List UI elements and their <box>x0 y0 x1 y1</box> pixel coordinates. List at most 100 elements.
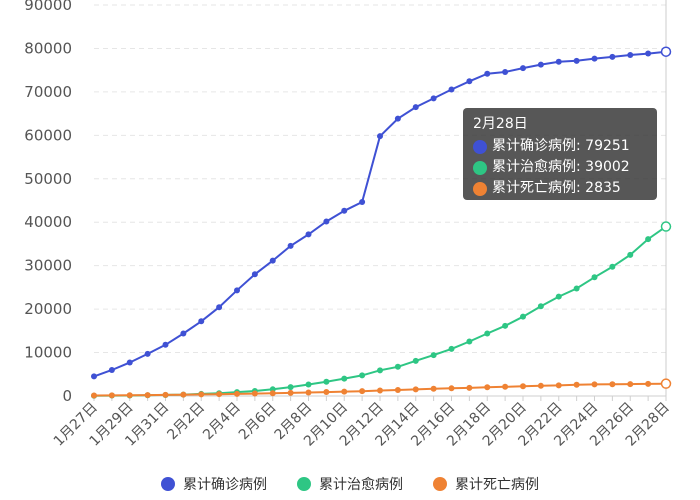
data-point-cured[interactable] <box>537 303 544 310</box>
data-point-cured[interactable] <box>287 384 294 391</box>
data-point-deaths[interactable] <box>144 392 151 399</box>
data-point-confirmed[interactable] <box>609 53 616 60</box>
data-point-cured[interactable] <box>377 367 383 374</box>
data-point-confirmed[interactable] <box>341 207 348 214</box>
tooltip-row-cured: 累计治愈病例: 39002 <box>473 157 647 178</box>
data-point-confirmed[interactable] <box>323 218 330 225</box>
data-point-confirmed[interactable] <box>216 304 223 311</box>
data-point-confirmed[interactable] <box>108 367 115 374</box>
data-point-cured[interactable] <box>555 293 562 300</box>
data-point-deaths[interactable] <box>162 391 169 398</box>
data-point-cured[interactable] <box>502 322 509 329</box>
data-point-confirmed[interactable] <box>144 350 151 357</box>
data-point-deaths[interactable] <box>377 387 383 394</box>
data-point-cured[interactable] <box>591 274 598 281</box>
data-point-deaths[interactable] <box>555 382 562 389</box>
data-point-cured[interactable] <box>484 330 491 337</box>
legend-dot-icon <box>433 477 447 491</box>
data-point-confirmed[interactable] <box>305 231 312 238</box>
data-point-deaths[interactable] <box>537 382 544 389</box>
data-point-deaths[interactable] <box>520 383 526 390</box>
data-point-deaths[interactable] <box>180 391 187 398</box>
data-point-deaths[interactable] <box>484 384 491 391</box>
data-point-confirmed[interactable] <box>448 86 455 93</box>
data-point-deaths[interactable] <box>341 388 348 395</box>
data-point-confirmed[interactable] <box>269 257 276 264</box>
series-cured[interactable] <box>91 221 672 399</box>
data-point-confirmed[interactable] <box>180 330 187 337</box>
data-point-deaths[interactable] <box>660 378 672 389</box>
data-point-deaths[interactable] <box>108 392 115 399</box>
data-point-cured[interactable] <box>359 372 366 379</box>
data-point-cured[interactable] <box>645 236 652 243</box>
data-point-confirmed[interactable] <box>555 58 562 65</box>
data-point-cured[interactable] <box>660 221 672 232</box>
data-point-cured[interactable] <box>573 285 580 292</box>
data-point-deaths[interactable] <box>609 381 616 388</box>
data-point-deaths[interactable] <box>627 381 634 388</box>
tooltip-value: 2835 <box>585 180 621 196</box>
series-lines[interactable] <box>91 46 672 399</box>
data-point-confirmed[interactable] <box>430 95 437 102</box>
data-point-confirmed[interactable] <box>394 115 401 122</box>
data-point-confirmed[interactable] <box>466 78 473 85</box>
data-point-cured[interactable] <box>448 345 455 352</box>
data-point-deaths[interactable] <box>359 388 366 395</box>
data-point-cured[interactable] <box>341 375 348 382</box>
data-point-confirmed[interactable] <box>198 318 205 325</box>
data-point-deaths[interactable] <box>216 391 223 398</box>
data-point-confirmed[interactable] <box>573 57 580 64</box>
data-point-cured[interactable] <box>627 251 634 258</box>
data-point-deaths[interactable] <box>251 390 258 397</box>
data-point-deaths[interactable] <box>323 389 330 396</box>
x-axis: 1月27日1月29日1月31日2月2日2月4日2月6日2月8日2月10日2月12… <box>51 396 673 450</box>
data-point-cured[interactable] <box>609 263 616 270</box>
data-point-cured[interactable] <box>430 352 437 359</box>
legend-item-cured[interactable]: 累计治愈病例 <box>297 472 403 496</box>
data-point-confirmed[interactable] <box>287 242 294 249</box>
data-point-confirmed[interactable] <box>377 133 383 140</box>
data-point-confirmed[interactable] <box>591 55 598 62</box>
data-point-deaths[interactable] <box>269 390 276 397</box>
data-point-deaths[interactable] <box>198 391 205 398</box>
data-point-confirmed[interactable] <box>502 69 509 76</box>
series-confirmed[interactable] <box>91 46 672 380</box>
data-point-cured[interactable] <box>520 313 526 320</box>
data-point-confirmed[interactable] <box>359 199 366 206</box>
data-point-deaths[interactable] <box>591 381 598 388</box>
data-point-deaths[interactable] <box>394 387 401 394</box>
data-point-deaths[interactable] <box>234 390 240 397</box>
data-point-confirmed[interactable] <box>162 341 169 348</box>
data-point-confirmed[interactable] <box>91 373 97 380</box>
data-point-confirmed[interactable] <box>520 65 526 72</box>
data-point-deaths[interactable] <box>305 389 312 396</box>
data-point-confirmed[interactable] <box>484 70 491 77</box>
data-point-confirmed[interactable] <box>234 287 240 294</box>
data-point-confirmed[interactable] <box>251 271 258 278</box>
data-point-deaths[interactable] <box>91 392 97 399</box>
data-point-confirmed[interactable] <box>412 104 419 111</box>
data-point-cured[interactable] <box>323 378 330 385</box>
data-point-deaths[interactable] <box>448 385 455 392</box>
data-point-deaths[interactable] <box>573 381 580 388</box>
data-point-confirmed[interactable] <box>537 61 544 68</box>
data-point-deaths[interactable] <box>502 383 509 390</box>
data-point-confirmed[interactable] <box>627 51 634 58</box>
data-point-cured[interactable] <box>394 363 401 370</box>
data-point-deaths[interactable] <box>287 389 294 396</box>
legend-item-deaths[interactable]: 累计死亡病例 <box>433 472 539 496</box>
data-point-confirmed[interactable] <box>645 50 652 57</box>
data-point-deaths[interactable] <box>466 384 473 391</box>
data-point-deaths[interactable] <box>430 385 437 392</box>
series-deaths[interactable] <box>91 378 672 399</box>
data-point-cured[interactable] <box>305 381 312 388</box>
data-point-confirmed[interactable] <box>126 359 133 366</box>
data-point-confirmed[interactable] <box>660 46 672 57</box>
y-tick-label: 60000 <box>24 126 72 144</box>
data-point-deaths[interactable] <box>412 386 419 393</box>
data-point-cured[interactable] <box>466 338 473 345</box>
data-point-deaths[interactable] <box>126 392 133 399</box>
legend-item-confirmed[interactable]: 累计确诊病例 <box>161 472 267 496</box>
data-point-cured[interactable] <box>412 357 419 364</box>
data-point-deaths[interactable] <box>645 380 652 387</box>
